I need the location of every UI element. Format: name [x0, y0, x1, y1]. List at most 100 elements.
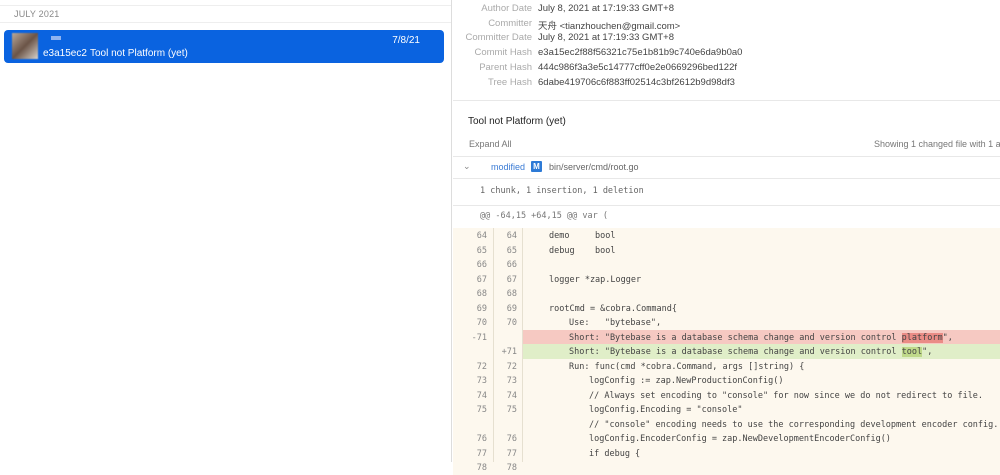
new-line-number: 66 [506, 260, 517, 270]
code-text: // "console" encoding needs to use the c… [589, 419, 999, 430]
code-line: 76 76 logConfig.EncoderConfig = zap.NewDev… [453, 431, 1000, 446]
code-line: 77 77 if debug { [453, 446, 1000, 461]
commit-history-pane: JULY 2021 e3a15ec2 Tool not Platform (ye… [0, 0, 452, 462]
code-line: // "console" encoding needs to use the c… [453, 417, 1000, 432]
meta-value: e3a15ec2f88f56321c75e1b81b9c740e6da9b0a0 [538, 47, 743, 59]
meta-value: 天舟 <tianzhouchen@gmail.com> [538, 20, 681, 32]
code-text: Short: "Bytebase is a database schema ch… [569, 347, 902, 357]
added-line: +71 Short: "Bytebase is a database schema… [453, 344, 1000, 359]
code-text: logger *zap.Logger [549, 274, 642, 285]
new-line-number: 76 [506, 434, 517, 444]
author-name-redacted [51, 36, 61, 40]
commit-message: Tool not Platform (yet) [90, 48, 188, 59]
new-line-number: 74 [506, 390, 517, 401]
code-text: if debug { [589, 448, 641, 459]
new-line-number: 68 [506, 289, 517, 299]
new-line-number: 64 [506, 231, 517, 241]
code-line: 74 74 // Always set encoding to "console" … [453, 388, 1000, 403]
modified-badge-icon: M [531, 161, 542, 172]
code-line: 78 78 [453, 460, 1000, 475]
code-line: 66 66 [453, 257, 1000, 272]
code-line: 72 72 Run: func(cmd *cobra.Command, args [… [453, 359, 1000, 374]
code-line: 75 75 logConfig.Encoding = "console" [453, 402, 1000, 417]
code-line: 65 65 debug bool [453, 243, 1000, 258]
code-text: rootCmd = &cobra.Command{ [549, 303, 677, 314]
chevron-down-icon[interactable]: ⌄ [463, 161, 471, 171]
commit-title: Tool not Platform (yet) [468, 116, 566, 127]
code-text: ", [922, 347, 933, 357]
changed-files-summary: Showing 1 changed file with 1 add [874, 139, 1000, 149]
new-line-number: 75 [506, 405, 517, 415]
commit-details-pane: Author Date July 8, 2021 at 17:19:33 GMT+… [453, 0, 1000, 475]
commit-date: 7/8/21 [392, 35, 420, 46]
commit-short-hash: e3a15ec2 [43, 48, 87, 59]
code-text: demo bool [549, 231, 616, 241]
meta-label: Commit Hash [474, 47, 532, 59]
new-line-number: 70 [506, 318, 517, 328]
month-section-header: JULY 2021 [0, 5, 451, 23]
new-line-number: 67 [506, 274, 517, 285]
old-line-number: 76 [476, 434, 487, 444]
new-line-number: 77 [506, 448, 517, 459]
deleted-line: -71 Short: "Bytebase is a database schema… [453, 329, 1000, 344]
meta-label: Author Date [481, 3, 532, 14]
meta-label: Committer [488, 17, 532, 29]
hunk-header: @@ -64,15 +64,15 @@ var ( [480, 211, 608, 221]
code-text: logConfig.EncoderConfig = zap.NewDevelop… [589, 434, 891, 444]
meta-value: 6dabe419706c6f883ff02514c3bf2612b9d98df3 [538, 76, 735, 88]
file-path[interactable]: bin/server/cmd/root.go [549, 162, 639, 172]
old-line-number: -71 [471, 332, 487, 343]
old-line-number: 78 [476, 463, 487, 473]
code-line: 70 70 Use: "bytebase", [453, 315, 1000, 330]
old-line-number: 73 [476, 376, 487, 386]
commit-row-selected[interactable]: e3a15ec2 Tool not Platform (yet) 7/8/21 [4, 30, 444, 63]
meta-label: Committer Date [465, 32, 532, 44]
gutter-divider [493, 228, 494, 462]
code-line: 64 64 demo bool [453, 228, 1000, 243]
old-line-number: 75 [476, 405, 487, 415]
code-text: logConfig.Encoding = "console" [589, 405, 743, 415]
new-line-number: 78 [506, 463, 517, 473]
code-text: Short: "Bytebase is a database schema ch… [569, 332, 902, 343]
new-line-number: 69 [506, 303, 517, 314]
meta-label: Parent Hash [479, 61, 532, 73]
old-line-number: 68 [476, 289, 487, 299]
code-line: 73 73 logConfig := zap.NewProductionConfig… [453, 373, 1000, 388]
divider [453, 205, 1000, 206]
new-line-number: +71 [501, 347, 517, 357]
code-line: 69 69 rootCmd = &cobra.Command{ [453, 301, 1000, 316]
avatar [12, 33, 38, 59]
divider [453, 156, 1000, 157]
code-text: Run: func(cmd *cobra.Command, args []str… [569, 361, 805, 372]
old-line-number: 74 [476, 390, 487, 401]
meta-value: July 8, 2021 at 17:19:33 GMT+8 [538, 3, 674, 14]
old-line-number: 66 [476, 260, 487, 270]
gutter-divider [522, 228, 523, 462]
meta-value: 444c986f3a3e5c14777cff0e2e0669296bed122f [538, 61, 737, 73]
code-line: 67 67 logger *zap.Logger [453, 272, 1000, 287]
expand-all-button[interactable]: Expand All [469, 139, 512, 149]
file-status: modified [491, 162, 526, 172]
new-line-number: 65 [506, 245, 517, 256]
diff-summary: 1 chunk, 1 insertion, 1 deletion [480, 186, 644, 196]
meta-label: Tree Hash [488, 76, 532, 88]
old-line-number: 67 [476, 274, 487, 285]
code-text: ", [942, 332, 953, 343]
old-line-number: 77 [476, 448, 487, 459]
divider [453, 178, 1000, 179]
old-line-number: 70 [476, 318, 487, 328]
changed-word: platform [901, 332, 943, 343]
new-line-number: 72 [506, 361, 517, 372]
old-line-number: 65 [476, 245, 487, 256]
code-text: // Always set encoding to "console" for … [589, 390, 984, 401]
meta-value: July 8, 2021 at 17:19:33 GMT+8 [538, 32, 674, 44]
code-text: debug bool [549, 245, 616, 256]
diff-code: 64 64 demo bool 65 65 debug bool 66 66 67 67 logge… [453, 228, 1000, 475]
divider [453, 100, 1000, 101]
changed-word: tool [901, 347, 923, 357]
old-line-number: 72 [476, 361, 487, 372]
old-line-number: 64 [476, 231, 487, 241]
code-line: 68 68 [453, 286, 1000, 301]
code-text: logConfig := zap.NewProductionConfig() [589, 376, 784, 386]
old-line-number: 69 [476, 303, 487, 314]
